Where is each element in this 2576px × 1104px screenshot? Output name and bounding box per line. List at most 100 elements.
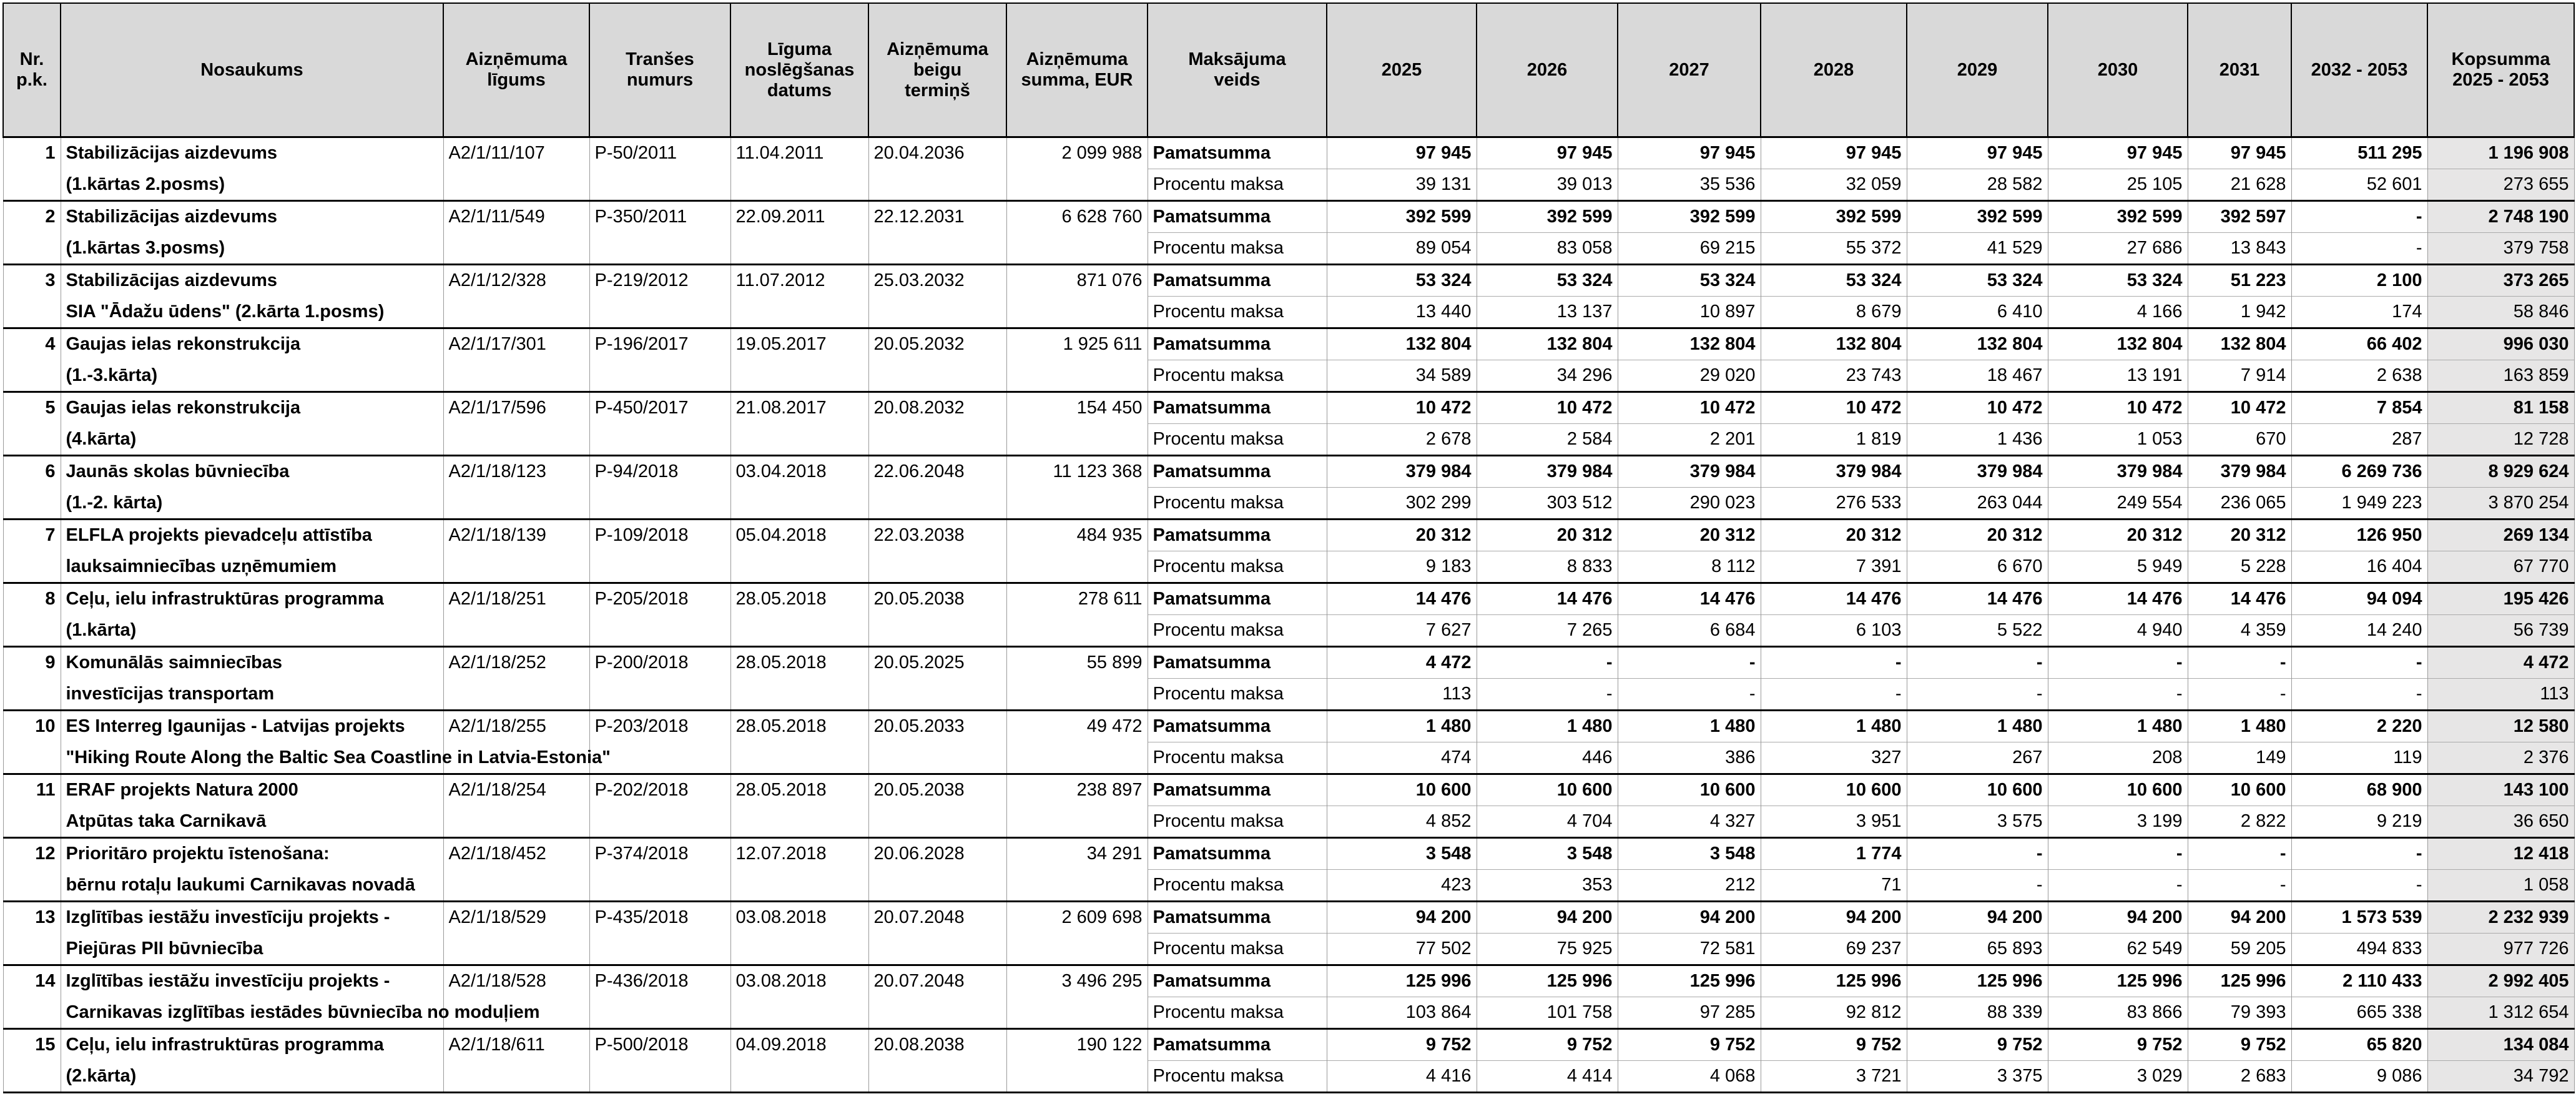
year-value: 39 131 — [1326, 169, 1477, 201]
total-value: 2 748 190 — [2427, 200, 2575, 233]
loan-amount: 238 897 — [1006, 773, 1148, 806]
loan-amount: 34 291 — [1006, 837, 1148, 870]
year-value: 9 752 — [1617, 1028, 1761, 1061]
column-header: Kopsumma 2025 - 2053 — [2427, 2, 2575, 138]
empty-cell — [730, 614, 869, 647]
empty-cell — [2, 869, 61, 902]
year-value: 3 951 — [1760, 806, 1907, 838]
loan-name: Ceļu, ielu infrastruktūras programma — [60, 582, 444, 615]
payment-type: Procentu maksa — [1147, 360, 1327, 392]
loan-name: ERAF projekts Natura 2000 — [60, 773, 444, 806]
loan-name: Carnikavas izglītības iestādes būvniecīb… — [60, 997, 540, 1029]
end-date: 25.03.2032 — [868, 264, 1007, 297]
year-value: - — [2291, 232, 2428, 265]
column-header: 2030 — [2047, 2, 2188, 138]
year-value: 27 686 — [2047, 232, 2188, 265]
year-value: 1 480 — [1476, 709, 1618, 742]
loan-amount: 190 122 — [1006, 1028, 1148, 1061]
contract: A2/1/11/107 — [443, 136, 590, 169]
loan-number: 10 — [2, 709, 61, 742]
year-value: - — [1760, 678, 1907, 711]
total-value: 36 650 — [2427, 806, 2575, 838]
tranche: P-205/2018 — [589, 582, 731, 615]
year-value: 20 312 — [1476, 518, 1618, 551]
empty-cell — [443, 742, 590, 774]
loan-number: 13 — [2, 900, 61, 934]
end-date: 22.12.2031 — [868, 200, 1007, 233]
year-value: 94 200 — [2187, 900, 2292, 934]
year-value: 39 013 — [1476, 169, 1618, 201]
year-value: 14 240 — [2291, 614, 2428, 647]
year-value: 83 866 — [2047, 997, 2188, 1029]
empty-cell — [589, 614, 731, 647]
year-value: - — [1906, 646, 2048, 679]
year-value: 14 476 — [1476, 582, 1618, 615]
year-value: 97 945 — [1326, 136, 1477, 169]
year-value: 132 804 — [2187, 327, 2292, 360]
column-header: 2028 — [1760, 2, 1907, 138]
year-value: 97 945 — [1906, 136, 2048, 169]
year-value: 1 480 — [2187, 709, 2292, 742]
total-value: 3 870 254 — [2427, 487, 2575, 520]
interest-row: (1.kārtas 2.posms) Procentu maksa 39 131 39… — [2, 169, 2575, 201]
signed-date: 28.05.2018 — [730, 773, 869, 806]
empty-cell — [868, 933, 1007, 965]
year-value: 665 338 — [2291, 997, 2428, 1029]
interest-row: (4.kārta) Procentu maksa 2 678 2 584 2 201 1 … — [2, 423, 2575, 456]
year-value: 94 200 — [2047, 900, 2188, 934]
payment-type: Pamatsumma — [1147, 327, 1327, 360]
empty-cell — [2, 933, 61, 965]
year-value: 94 200 — [1326, 900, 1477, 934]
year-value: 132 804 — [2047, 327, 2188, 360]
interest-row: bērnu rotaļu laukumi Carnikavas novadā Pr… — [2, 869, 2575, 902]
empty-cell — [868, 678, 1007, 711]
year-value: 125 996 — [1326, 964, 1477, 997]
empty-cell — [2, 360, 61, 392]
payment-type: Pamatsumma — [1147, 773, 1327, 806]
empty-cell — [868, 742, 1007, 774]
loan-number: 1 — [2, 136, 61, 169]
loan-name: ELFLA projekts pievadceļu attīstība — [60, 518, 444, 551]
year-value: 4 327 — [1617, 806, 1761, 838]
loan-name: Atpūtas taka Carnikavā — [60, 806, 444, 838]
year-value: 208 — [2047, 742, 2188, 774]
year-value: 5 228 — [2187, 551, 2292, 583]
year-value: 379 984 — [1617, 455, 1761, 488]
empty-cell — [868, 169, 1007, 201]
year-value: 14 476 — [1326, 582, 1477, 615]
loan-name: Stabilizācijas aizdevums — [60, 136, 444, 169]
contract: A2/1/18/254 — [443, 773, 590, 806]
loan-amount: 49 472 — [1006, 709, 1148, 742]
year-value: 8 833 — [1476, 551, 1618, 583]
contract: A2/1/18/529 — [443, 900, 590, 934]
year-value: 10 472 — [1326, 391, 1477, 424]
year-value: - — [2187, 837, 2292, 870]
year-value: - — [2047, 869, 2188, 902]
empty-cell — [589, 423, 731, 456]
year-value: 494 833 — [2291, 933, 2428, 965]
year-value: 9 752 — [1906, 1028, 2048, 1061]
empty-cell — [2, 232, 61, 265]
year-value: 32 059 — [1760, 169, 1907, 201]
end-date: 20.05.2032 — [868, 327, 1007, 360]
loan-number: 7 — [2, 518, 61, 551]
tranche: P-450/2017 — [589, 391, 731, 424]
total-value: 12 418 — [2427, 837, 2575, 870]
loan-name: ES Interreg Igaunijas - Latvijas projekt… — [60, 709, 444, 742]
year-value: 126 950 — [2291, 518, 2428, 551]
end-date: 20.08.2038 — [868, 1028, 1007, 1061]
year-value: 75 925 — [1476, 933, 1618, 965]
year-value: 21 628 — [2187, 169, 2292, 201]
year-value: 263 044 — [1906, 487, 2048, 520]
loan-number: 6 — [2, 455, 61, 488]
column-header: Aizņēmuma līgums — [443, 2, 590, 138]
year-value: 71 — [1760, 869, 1907, 902]
year-value: 125 996 — [1906, 964, 2048, 997]
year-value: 125 996 — [2187, 964, 2292, 997]
year-value: 474 — [1326, 742, 1477, 774]
loan-amount: 11 123 368 — [1006, 455, 1148, 488]
tranche: P-500/2018 — [589, 1028, 731, 1061]
year-value: 446 — [1476, 742, 1618, 774]
total-value: 58 846 — [2427, 296, 2575, 328]
year-value: 1 480 — [1326, 709, 1477, 742]
